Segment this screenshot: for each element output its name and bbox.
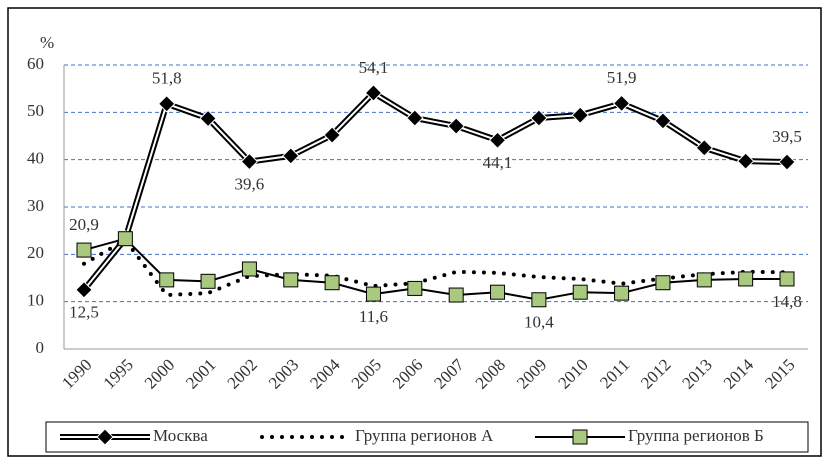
point (323, 126, 341, 144)
data-label: 51,8 (152, 69, 182, 88)
point (324, 275, 340, 291)
y-tick-label: 10 (27, 291, 44, 310)
y-tick-label: 40 (27, 149, 44, 168)
legend-item: Группа регионов А (260, 426, 494, 445)
line-inner (83, 91, 788, 291)
point (76, 242, 92, 258)
point (283, 272, 299, 288)
point (571, 106, 589, 124)
data-label: 12,5 (69, 303, 99, 322)
legend-marker (96, 428, 114, 446)
point (736, 152, 755, 170)
legend-item: Москва (60, 426, 208, 446)
data-label: 44,1 (483, 153, 513, 172)
y-tick-label: 20 (27, 243, 44, 262)
point (738, 271, 754, 287)
chart-frame (7, 7, 822, 457)
series (82, 237, 789, 298)
point (407, 280, 423, 296)
point (696, 272, 712, 288)
point (490, 284, 506, 300)
point (530, 109, 548, 127)
point (157, 95, 176, 113)
point (614, 285, 630, 301)
y-tick-label: 30 (27, 196, 44, 215)
legend-item: Группа регионов Б (535, 426, 764, 445)
y-axis-label: % (40, 33, 54, 52)
point (654, 112, 672, 130)
legend-label: Москва (153, 426, 208, 445)
point (240, 152, 259, 171)
data-label: 14,8 (772, 292, 802, 311)
point (406, 109, 424, 127)
point (695, 139, 714, 157)
point (159, 272, 175, 288)
legend-marker (572, 429, 588, 445)
legend-frame (45, 421, 809, 453)
point (448, 287, 464, 303)
data-label: 39,6 (235, 174, 265, 193)
point (612, 94, 631, 113)
line (82, 237, 789, 298)
data-label: 10,4 (524, 313, 554, 332)
point (75, 281, 93, 299)
data-label: 11,6 (359, 307, 388, 326)
y-tick-label: 0 (36, 338, 45, 357)
point (199, 109, 217, 128)
data-label: 51,9 (607, 68, 637, 87)
point (200, 273, 216, 289)
point (779, 271, 795, 287)
point (282, 147, 300, 165)
data-label: 39,5 (772, 127, 802, 146)
point (241, 261, 257, 277)
point (364, 84, 383, 102)
point (488, 131, 507, 149)
data-label: 54,1 (359, 58, 389, 77)
legend-label: Группа регионов Б (628, 426, 764, 445)
point (778, 153, 796, 171)
y-tick-label: 50 (27, 101, 44, 120)
data-label: 20,9 (69, 215, 99, 234)
point (572, 284, 588, 300)
y-tick-label: 60 (27, 54, 44, 73)
point (117, 231, 133, 247)
point (447, 117, 465, 135)
point (365, 286, 381, 302)
point (531, 292, 547, 308)
point (655, 275, 671, 291)
series: 20,9 11,6 10,4 14,8 (69, 215, 802, 332)
legend-label: Группа регионов А (355, 426, 494, 445)
